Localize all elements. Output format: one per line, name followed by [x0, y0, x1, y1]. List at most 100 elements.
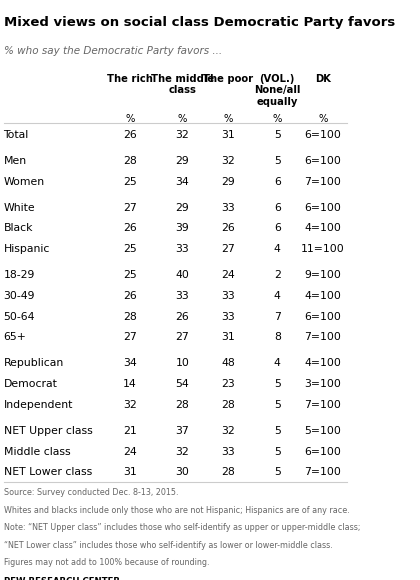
Text: 5: 5: [274, 156, 281, 166]
Text: 27: 27: [123, 202, 137, 213]
Text: Middle class: Middle class: [3, 447, 70, 457]
Text: 6=100: 6=100: [304, 311, 341, 322]
Text: %: %: [223, 114, 233, 125]
Text: 32: 32: [176, 447, 189, 457]
Text: 6=100: 6=100: [304, 156, 341, 166]
Text: 6: 6: [274, 176, 281, 187]
Text: 28: 28: [221, 467, 235, 477]
Text: % who say the Democratic Party favors ...: % who say the Democratic Party favors ..…: [3, 46, 222, 56]
Text: 31: 31: [123, 467, 137, 477]
Text: Note: “NET Upper class” includes those who self-identify as upper or upper-middl: Note: “NET Upper class” includes those w…: [3, 523, 360, 532]
Text: 7: 7: [274, 311, 281, 322]
Text: 37: 37: [176, 426, 189, 436]
Text: %: %: [178, 114, 187, 125]
Text: 6: 6: [274, 202, 281, 213]
Text: 6=100: 6=100: [304, 447, 341, 457]
Text: 25: 25: [123, 270, 137, 280]
Text: 28: 28: [176, 400, 189, 410]
Text: The middle
class: The middle class: [151, 74, 214, 95]
Text: 4=100: 4=100: [304, 358, 341, 368]
Text: PEW RESEARCH CENTER: PEW RESEARCH CENTER: [3, 577, 120, 580]
Text: 24: 24: [221, 270, 235, 280]
Text: 23: 23: [221, 379, 235, 389]
Text: 5: 5: [274, 130, 281, 140]
Text: Total: Total: [3, 130, 29, 140]
Text: 30: 30: [176, 467, 189, 477]
Text: “NET Lower class” includes those who self-identify as lower or lower-middle clas: “NET Lower class” includes those who sel…: [3, 541, 332, 550]
Text: 3=100: 3=100: [304, 379, 341, 389]
Text: 40: 40: [176, 270, 189, 280]
Text: 14: 14: [123, 379, 137, 389]
Text: %: %: [125, 114, 134, 125]
Text: Democrat: Democrat: [3, 379, 58, 389]
Text: 6: 6: [274, 223, 281, 233]
Text: 5: 5: [274, 447, 281, 457]
Text: 25: 25: [123, 244, 137, 254]
Text: 34: 34: [123, 358, 137, 368]
Text: 27: 27: [123, 332, 137, 342]
Text: 29: 29: [221, 176, 235, 187]
Text: 7=100: 7=100: [304, 467, 341, 477]
Text: Independent: Independent: [3, 400, 73, 410]
Text: 6=100: 6=100: [304, 202, 341, 213]
Text: Women: Women: [3, 176, 45, 187]
Text: 26: 26: [221, 223, 235, 233]
Text: Men: Men: [3, 156, 26, 166]
Text: 4: 4: [274, 244, 281, 254]
Text: Source: Survey conducted Dec. 8-13, 2015.: Source: Survey conducted Dec. 8-13, 2015…: [3, 488, 178, 498]
Text: 5: 5: [274, 400, 281, 410]
Text: 27: 27: [221, 244, 235, 254]
Text: NET Upper class: NET Upper class: [3, 426, 92, 436]
Text: 48: 48: [221, 358, 235, 368]
Text: 28: 28: [221, 400, 235, 410]
Text: %: %: [318, 114, 328, 125]
Text: 7=100: 7=100: [304, 400, 341, 410]
Text: 5: 5: [274, 426, 281, 436]
Text: 26: 26: [123, 130, 137, 140]
Text: Mixed views on social class Democratic Party favors: Mixed views on social class Democratic P…: [3, 16, 395, 30]
Text: 33: 33: [176, 291, 189, 301]
Text: 26: 26: [123, 223, 137, 233]
Text: 4: 4: [274, 358, 281, 368]
Text: 10: 10: [176, 358, 189, 368]
Text: 28: 28: [123, 311, 137, 322]
Text: 29: 29: [176, 202, 189, 213]
Text: 31: 31: [221, 332, 235, 342]
Text: 33: 33: [221, 291, 235, 301]
Text: 33: 33: [221, 311, 235, 322]
Text: Figures may not add to 100% because of rounding.: Figures may not add to 100% because of r…: [3, 558, 209, 567]
Text: 27: 27: [176, 332, 189, 342]
Text: 50-64: 50-64: [3, 311, 35, 322]
Text: %: %: [273, 114, 282, 125]
Text: 4: 4: [274, 291, 281, 301]
Text: The rich: The rich: [107, 74, 153, 84]
Text: 4=100: 4=100: [304, 223, 341, 233]
Text: 34: 34: [176, 176, 189, 187]
Text: 39: 39: [176, 223, 189, 233]
Text: 32: 32: [221, 156, 235, 166]
Text: 21: 21: [123, 426, 137, 436]
Text: 5: 5: [274, 467, 281, 477]
Text: 33: 33: [221, 202, 235, 213]
Text: White: White: [3, 202, 35, 213]
Text: 5: 5: [274, 379, 281, 389]
Text: 31: 31: [221, 130, 235, 140]
Text: 2: 2: [274, 270, 281, 280]
Text: Whites and blacks include only those who are not Hispanic; Hispanics are of any : Whites and blacks include only those who…: [3, 506, 349, 515]
Text: 65+: 65+: [3, 332, 26, 342]
Text: 30-49: 30-49: [3, 291, 35, 301]
Text: Hispanic: Hispanic: [3, 244, 50, 254]
Text: 7=100: 7=100: [304, 176, 341, 187]
Text: 32: 32: [176, 130, 189, 140]
Text: 54: 54: [176, 379, 189, 389]
Text: DK: DK: [315, 74, 331, 84]
Text: 24: 24: [123, 447, 137, 457]
Text: 26: 26: [176, 311, 189, 322]
Text: 7=100: 7=100: [304, 332, 341, 342]
Text: The poor: The poor: [203, 74, 253, 84]
Text: 9=100: 9=100: [304, 270, 341, 280]
Text: 32: 32: [221, 426, 235, 436]
Text: Black: Black: [3, 223, 33, 233]
Text: 32: 32: [123, 400, 137, 410]
Text: 26: 26: [123, 291, 137, 301]
